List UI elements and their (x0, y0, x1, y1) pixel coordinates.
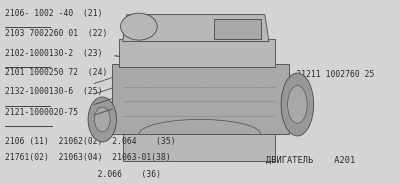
Ellipse shape (288, 86, 307, 123)
Ellipse shape (281, 73, 314, 136)
Text: 2106- 1002 -40  (21): 2106- 1002 -40 (21) (5, 9, 102, 18)
Polygon shape (123, 131, 275, 161)
Polygon shape (123, 15, 269, 42)
Text: 2.066    (36): 2.066 (36) (5, 170, 161, 179)
Text: 2106 (11)  21062(02)  2.064    (35): 2106 (11) 21062(02) 2.064 (35) (5, 137, 175, 146)
Ellipse shape (88, 97, 116, 142)
Ellipse shape (120, 13, 157, 40)
Text: 2103 7002260 01  (22): 2103 7002260 01 (22) (5, 29, 107, 38)
Text: 2132-1000130-6  (25): 2132-1000130-6 (25) (5, 87, 102, 96)
Polygon shape (112, 64, 289, 135)
Polygon shape (214, 19, 261, 39)
Text: 2101 1000250 72  (24): 2101 1000250 72 (24) (5, 68, 107, 77)
Text: ДВИГАТЕЛЬ    А201: ДВИГАТЕЛЬ А201 (266, 156, 356, 165)
Ellipse shape (94, 107, 110, 132)
Polygon shape (118, 39, 275, 67)
Text: 2121-1000020-75  (26): 2121-1000020-75 (26) (5, 107, 107, 116)
Text: 21761(02)  21063(04)  21063-01(38): 21761(02) 21063(04) 21063-01(38) (5, 153, 170, 162)
Text: 2102-1000130-2  (23): 2102-1000130-2 (23) (5, 49, 102, 58)
Text: 1041 21211 1002760 25: 1041 21211 1002760 25 (272, 70, 375, 79)
